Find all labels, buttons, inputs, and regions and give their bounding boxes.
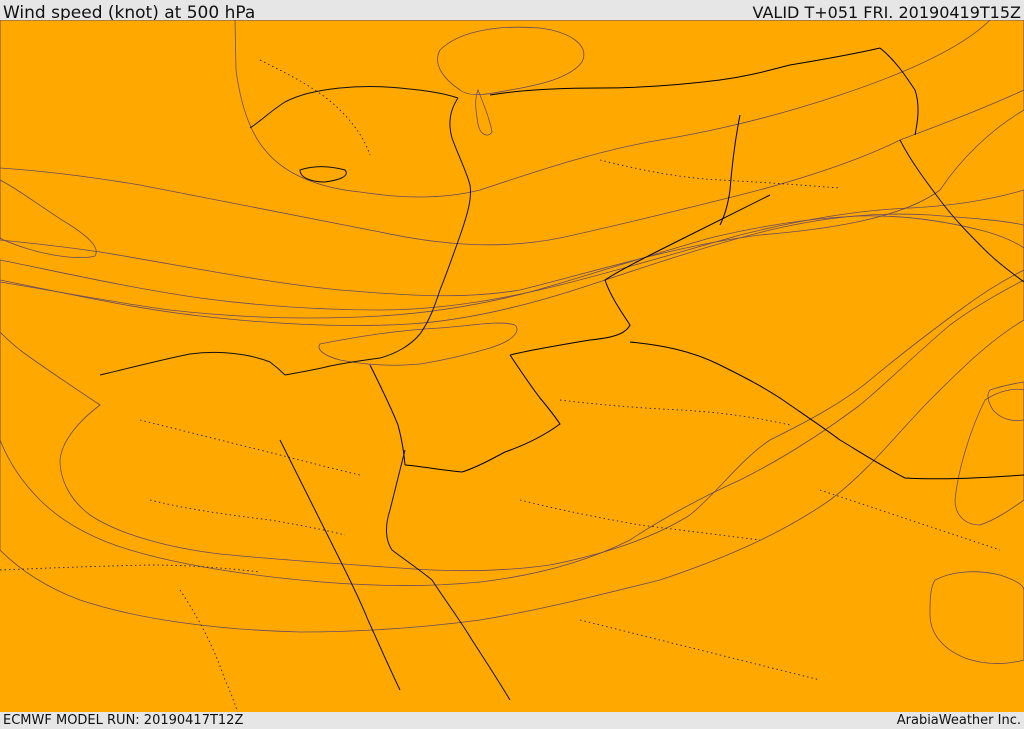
admin-line-1 — [139, 419, 361, 476]
field-gold — [0, 20, 1024, 297]
border-jordan-saudi — [404, 354, 561, 473]
credit-label: ArabiaWeather Inc. — [896, 713, 1021, 728]
coastline-cyprus — [299, 166, 347, 183]
border-egypt-israel — [369, 364, 406, 466]
admin-line-10 — [179, 589, 239, 712]
border-saudi-iraq — [629, 341, 1024, 480]
border-turkey-syria — [489, 47, 881, 96]
admin-line-8 — [0, 564, 261, 573]
field-orange — [0, 189, 1024, 633]
header-bar: Wind speed (knot) at 500 hPa VALID T+051… — [0, 0, 1024, 23]
admin-line-4 — [519, 499, 761, 541]
border-syria-iraq — [719, 114, 741, 226]
model-run-label: ECMWF MODEL RUN: 20190417T12Z — [3, 713, 244, 728]
coastline-redsea-east — [386, 449, 511, 701]
field-red-orange — [0, 215, 1024, 572]
admin-line-7 — [819, 489, 1001, 551]
admin-line-3 — [559, 399, 791, 426]
field-gold-southeast — [987, 381, 1024, 421]
field-red — [318, 322, 518, 366]
weather-map — [0, 20, 1024, 712]
coastline-egypt — [99, 351, 286, 376]
valid-time-label: VALID T+051 FRI. 20190419T15Z — [752, 3, 1021, 22]
field-dark-orange — [0, 213, 1024, 587]
field-amber-east — [954, 388, 1024, 526]
field-amber-base — [0, 20, 1024, 712]
field-light-gold — [0, 20, 1024, 246]
coastline-anatolia — [249, 86, 459, 129]
coastline-levant — [284, 97, 471, 376]
field-orange-southeast — [929, 571, 1024, 664]
map-title: Wind speed (knot) at 500 hPa — [3, 3, 256, 23]
coastline-redsea-west — [279, 439, 401, 691]
field-peach — [437, 26, 585, 95]
border-iraq-jordan — [509, 194, 771, 356]
admin-line-6 — [259, 59, 371, 156]
footer-bar: ECMWF MODEL RUN: 20190417T12Z ArabiaWeat… — [0, 712, 1024, 729]
wind-speed-field — [0, 20, 1024, 712]
field-gold-west — [0, 179, 97, 258]
border-iran-iraq — [879, 47, 919, 136]
field-yellow — [234, 20, 991, 198]
admin-line-5 — [599, 159, 841, 189]
admin-line-2 — [149, 499, 346, 536]
coastline-gulf — [899, 139, 1024, 283]
field-peach-tail — [475, 88, 493, 136]
